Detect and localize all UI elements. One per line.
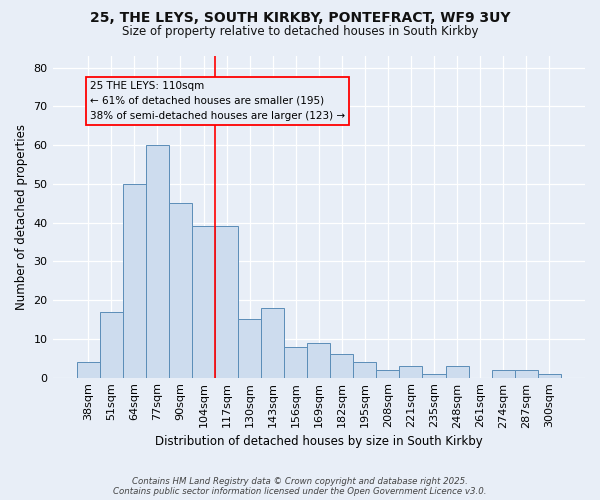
Bar (146, 145, 169, 378)
Bar (215, 226, 238, 378)
Bar (123, 184, 146, 378)
Text: 25 THE LEYS: 110sqm
← 61% of detached houses are smaller (195)
38% of semi-detac: 25 THE LEYS: 110sqm ← 61% of detached ho… (90, 81, 345, 121)
Bar (353, 362, 376, 378)
Bar (376, 370, 400, 378)
Bar (238, 320, 261, 378)
Y-axis label: Number of detached properties: Number of detached properties (15, 124, 28, 310)
X-axis label: Distribution of detached houses by size in South Kirkby: Distribution of detached houses by size … (155, 434, 482, 448)
Bar (491, 370, 515, 378)
Bar (169, 203, 192, 378)
Bar (538, 374, 561, 378)
Bar (422, 374, 446, 378)
Bar (400, 366, 422, 378)
Bar (446, 366, 469, 378)
Text: Size of property relative to detached houses in South Kirkby: Size of property relative to detached ho… (122, 25, 478, 38)
Bar (77, 362, 100, 378)
Bar (261, 308, 284, 378)
Bar (307, 342, 330, 378)
Text: Contains HM Land Registry data © Crown copyright and database right 2025.
Contai: Contains HM Land Registry data © Crown c… (113, 476, 487, 496)
Text: 25, THE LEYS, SOUTH KIRKBY, PONTEFRACT, WF9 3UY: 25, THE LEYS, SOUTH KIRKBY, PONTEFRACT, … (90, 12, 510, 26)
Bar (330, 354, 353, 378)
Bar (284, 346, 307, 378)
Bar (100, 312, 123, 378)
Bar (515, 370, 538, 378)
Bar (192, 226, 215, 378)
